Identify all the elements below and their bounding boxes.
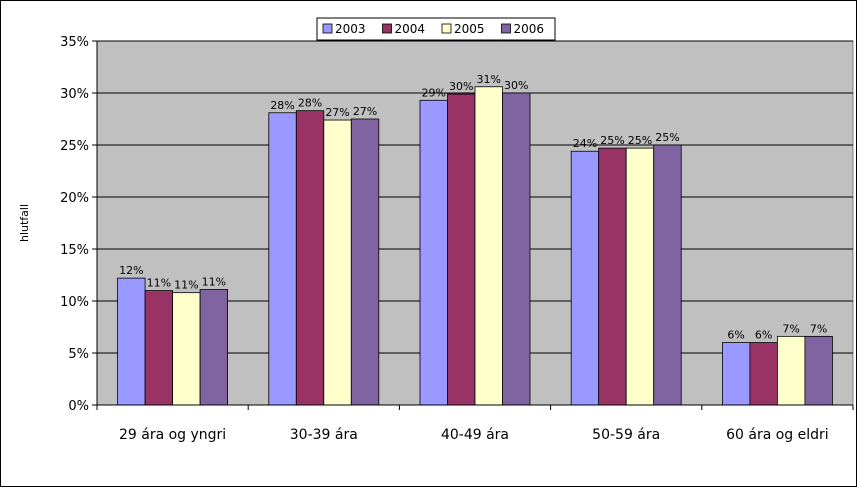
bar [502, 92, 531, 406]
legend-label: 2004 [395, 22, 426, 36]
bar [474, 86, 503, 406]
bar [749, 342, 778, 406]
data-label: 11% [174, 279, 198, 292]
y-tick-label: 15% [60, 243, 89, 258]
data-label: 25% [628, 134, 652, 147]
y-tick-label: 5% [68, 347, 89, 362]
data-labels: 12%11% 11% 11%28% 28%27% 27%29% 30%31% 30%24% 2… [119, 73, 827, 342]
data-label: 6% [755, 329, 772, 342]
data-label: 27% [325, 106, 349, 119]
y-axis-label: hlutfall [18, 204, 31, 242]
data-label: 11% [202, 276, 226, 289]
y-tick-label: 0% [68, 399, 89, 414]
category-labels: 29 ára og yngri 30-39 ára 40-49 ára 50-59 á… [119, 427, 829, 443]
data-label: 7% [782, 322, 799, 335]
data-label: 11% [147, 277, 171, 290]
legend-label: 2003 [335, 22, 366, 36]
y-tick-labels: 0% 5% 10% 15% 20% 25% 30% 35% [60, 35, 89, 414]
data-label: 27% [353, 105, 377, 118]
bar [268, 112, 297, 406]
data-label: 25% [655, 131, 679, 144]
legend-box [316, 17, 556, 41]
legend-label: 2006 [514, 22, 545, 36]
bar [295, 110, 325, 406]
data-label: 6% [727, 329, 744, 342]
bar [777, 335, 806, 406]
category-label: 40-49 ára [441, 427, 509, 443]
category-label: 50-59 ára [592, 427, 660, 443]
y-tick-label: 10% [60, 295, 89, 310]
bar [570, 150, 600, 406]
data-label: 30% [504, 79, 528, 92]
category-label: 30-39 ára [290, 427, 358, 443]
legend: 2003 2004 2005 2006 [316, 17, 556, 41]
bar [419, 99, 448, 406]
bar [447, 93, 476, 406]
bar [653, 144, 682, 406]
bar [804, 335, 833, 406]
category-label: 29 ára og yngri [119, 427, 226, 443]
data-label: 29% [422, 86, 446, 99]
y-tick-label: 30% [60, 87, 89, 102]
data-label: 30% [449, 80, 473, 93]
bar [350, 118, 380, 406]
legend-swatch [382, 23, 392, 34]
bar [144, 290, 174, 406]
bar [625, 147, 655, 406]
bar [199, 289, 229, 406]
y-tick-label: 20% [60, 191, 89, 206]
data-label: 28% [270, 99, 294, 112]
legend-label: 2005 [454, 22, 485, 36]
data-label: 7% [810, 322, 827, 335]
data-label: 24% [573, 137, 597, 150]
bar [172, 292, 201, 406]
legend-swatch [501, 23, 511, 34]
legend-swatch [441, 23, 452, 34]
legend-swatch [322, 23, 333, 34]
bar [722, 342, 751, 406]
category-label: 60 ára og eldri [726, 427, 829, 443]
y-tick-label: 25% [60, 139, 89, 154]
data-label: 25% [600, 134, 624, 147]
bar [598, 147, 627, 406]
bars [117, 86, 833, 406]
y-tick-label: 35% [60, 35, 89, 50]
axes [92, 40, 854, 410]
data-label: 12% [119, 264, 143, 277]
data-label: 28% [298, 97, 322, 110]
bar [117, 277, 146, 406]
data-label: 31% [477, 73, 501, 86]
bar [323, 119, 352, 406]
